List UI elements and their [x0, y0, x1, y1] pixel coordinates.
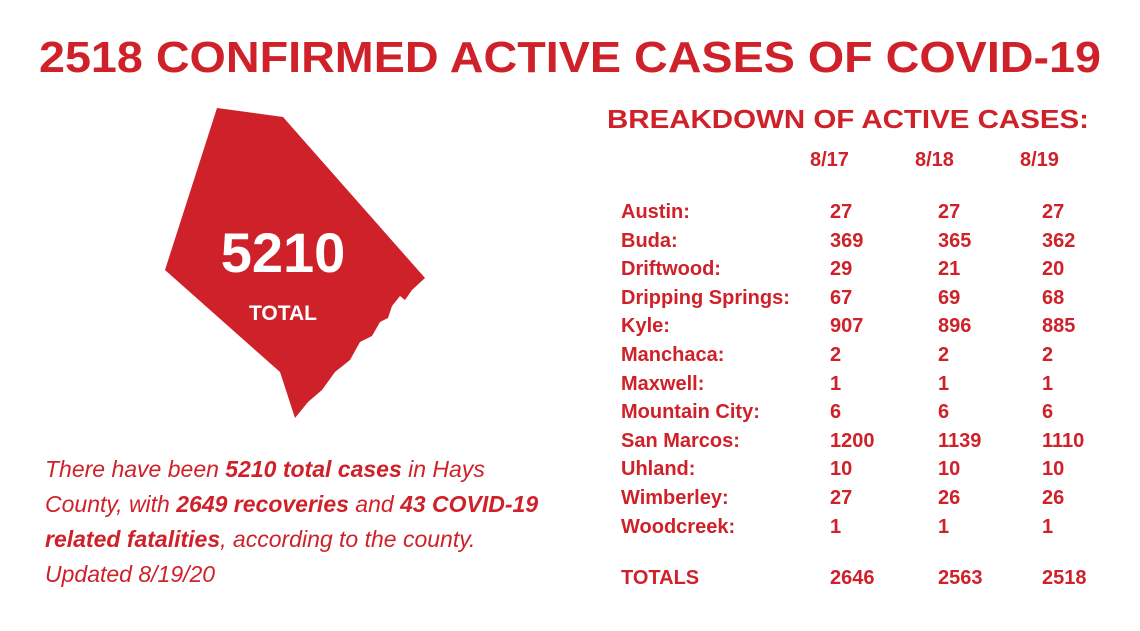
cell-value: 21	[938, 258, 961, 281]
row-label: Dripping Springs:	[621, 286, 790, 309]
cell-value: 27	[830, 487, 853, 509]
summary-note: There have been 5210 total cases in Hays…	[45, 452, 545, 592]
note-text: in Hays County, with	[45, 456, 485, 517]
cell-value: 6	[1042, 401, 1054, 424]
row-label: Manchaca:	[621, 344, 725, 366]
cell-value: 10	[830, 458, 853, 481]
cell-value: 1	[1042, 515, 1054, 538]
cell-value: 27	[830, 201, 853, 223]
table-title: BREAKDOWN OF ACTIVE CASES:	[607, 104, 1089, 134]
row-label: Austin:	[621, 201, 690, 223]
row-label: Uhland:	[621, 458, 696, 481]
row-label: Maxwell:	[621, 372, 705, 395]
cell-value: 1	[830, 515, 842, 538]
cell-value: 1139	[938, 429, 982, 452]
row-label: San Marcos:	[621, 429, 740, 452]
row-label: Kyle:	[621, 315, 670, 338]
cell-value: 29	[830, 258, 853, 281]
column-header: 8/17	[810, 149, 849, 171]
cell-value: 2	[938, 344, 950, 366]
cell-value: 1	[1042, 372, 1054, 395]
column-header: 8/18	[915, 149, 954, 171]
row-label: Driftwood:	[621, 258, 721, 281]
row-label: Buda:	[621, 229, 678, 252]
total-value: 2646	[830, 567, 875, 589]
cell-value: 2	[1042, 344, 1054, 366]
note-text: , according to the county. Updated 8/19/…	[45, 526, 476, 587]
note-text: There have been	[45, 456, 226, 482]
cell-value: 20	[1042, 258, 1065, 281]
title: 2518 CONFIRMED ACTIVE CASES OF COVID-19	[39, 33, 1101, 82]
cell-value: 1200	[830, 429, 875, 452]
row-label: Woodcreek:	[621, 515, 736, 538]
cell-value: 26	[938, 487, 961, 509]
cell-value: 69	[938, 286, 961, 309]
row-label: Wimberley:	[621, 487, 729, 509]
cell-value: 10	[1042, 458, 1065, 481]
cell-value: 907	[830, 315, 864, 338]
note-text: 43 COVID-19 related fatalities	[45, 491, 539, 552]
cell-value: 67	[830, 286, 853, 309]
cell-value: 1110	[1042, 429, 1085, 452]
cell-value: 1	[938, 372, 950, 395]
map-label: TOTAL	[249, 302, 317, 325]
cell-value: 1	[938, 515, 950, 538]
cell-value: 27	[938, 201, 961, 223]
cell-value: 365	[938, 229, 972, 252]
note-text: 2649 recoveries	[176, 491, 349, 517]
cell-value: 6	[938, 401, 950, 424]
cell-value: 27	[1042, 201, 1065, 223]
row-label: Mountain City:	[621, 401, 760, 424]
cell-value: 26	[1042, 487, 1065, 509]
total-value: 2563	[938, 567, 983, 589]
totals-label: TOTALS	[621, 567, 700, 589]
cell-value: 10	[938, 458, 961, 481]
note-text: 5210 total cases	[225, 456, 402, 482]
cell-value: 1	[830, 372, 842, 395]
county-map	[165, 108, 425, 418]
cell-value: 2	[830, 344, 842, 366]
map-total: 5210	[221, 221, 346, 284]
note-text: and	[348, 491, 401, 517]
cell-value: 896	[938, 315, 972, 338]
cell-value: 362	[1042, 229, 1076, 252]
cell-value: 6	[830, 401, 842, 424]
column-header: 8/19	[1020, 149, 1059, 171]
cell-value: 885	[1042, 315, 1076, 338]
cell-value: 68	[1042, 286, 1065, 309]
cell-value: 369	[830, 229, 864, 252]
total-value: 2518	[1042, 567, 1087, 589]
